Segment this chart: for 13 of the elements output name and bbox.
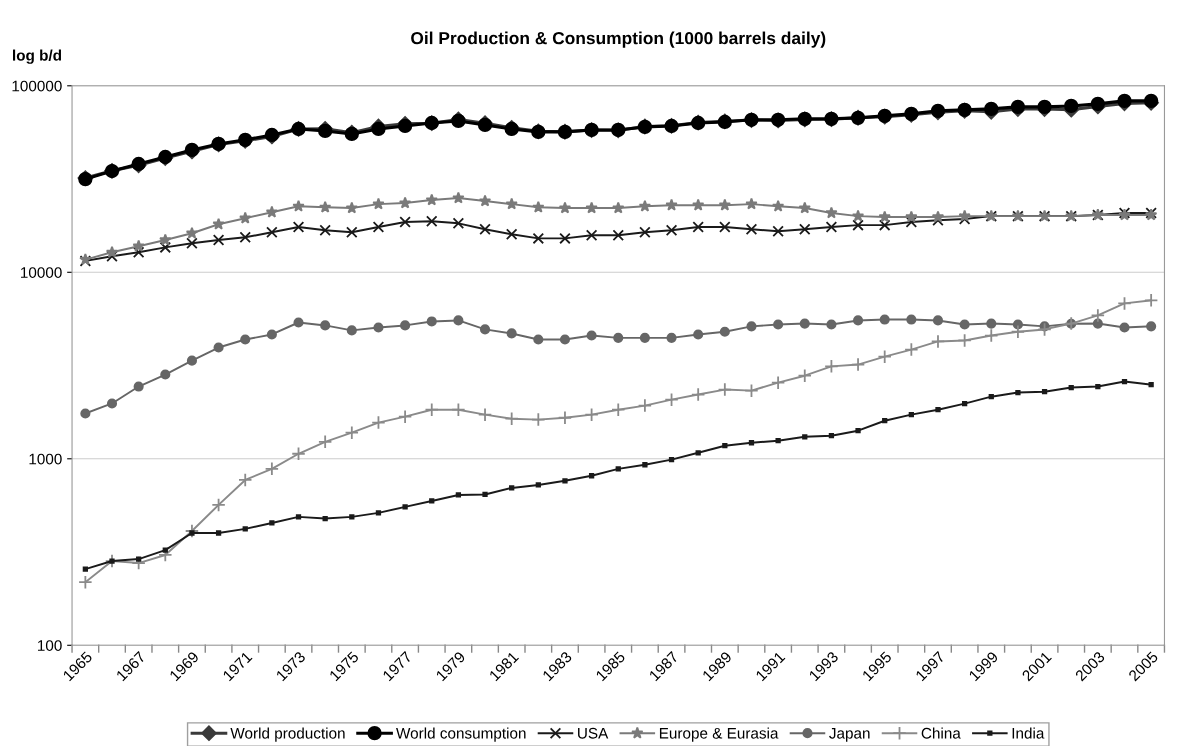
y-tick-label: 100	[38, 640, 62, 651]
y-axis-title: log b/d	[13, 49, 62, 64]
legend-label: China	[921, 727, 961, 739]
legend-label: World consumption	[396, 727, 526, 742]
y-tick-label: 10000	[21, 267, 62, 278]
legend-label: India	[1012, 727, 1045, 739]
y-tick-label: 1000	[29, 453, 62, 465]
y-tick-label: 100000	[12, 80, 62, 92]
legend-label: Japan	[829, 728, 870, 742]
chart-title: Oil Production & Consumption (1000 barrels daily)	[411, 31, 826, 48]
legend-label: World production	[230, 727, 345, 742]
legend-label: USA	[578, 727, 609, 739]
legend-label: Europe & Eurasia	[659, 727, 779, 742]
